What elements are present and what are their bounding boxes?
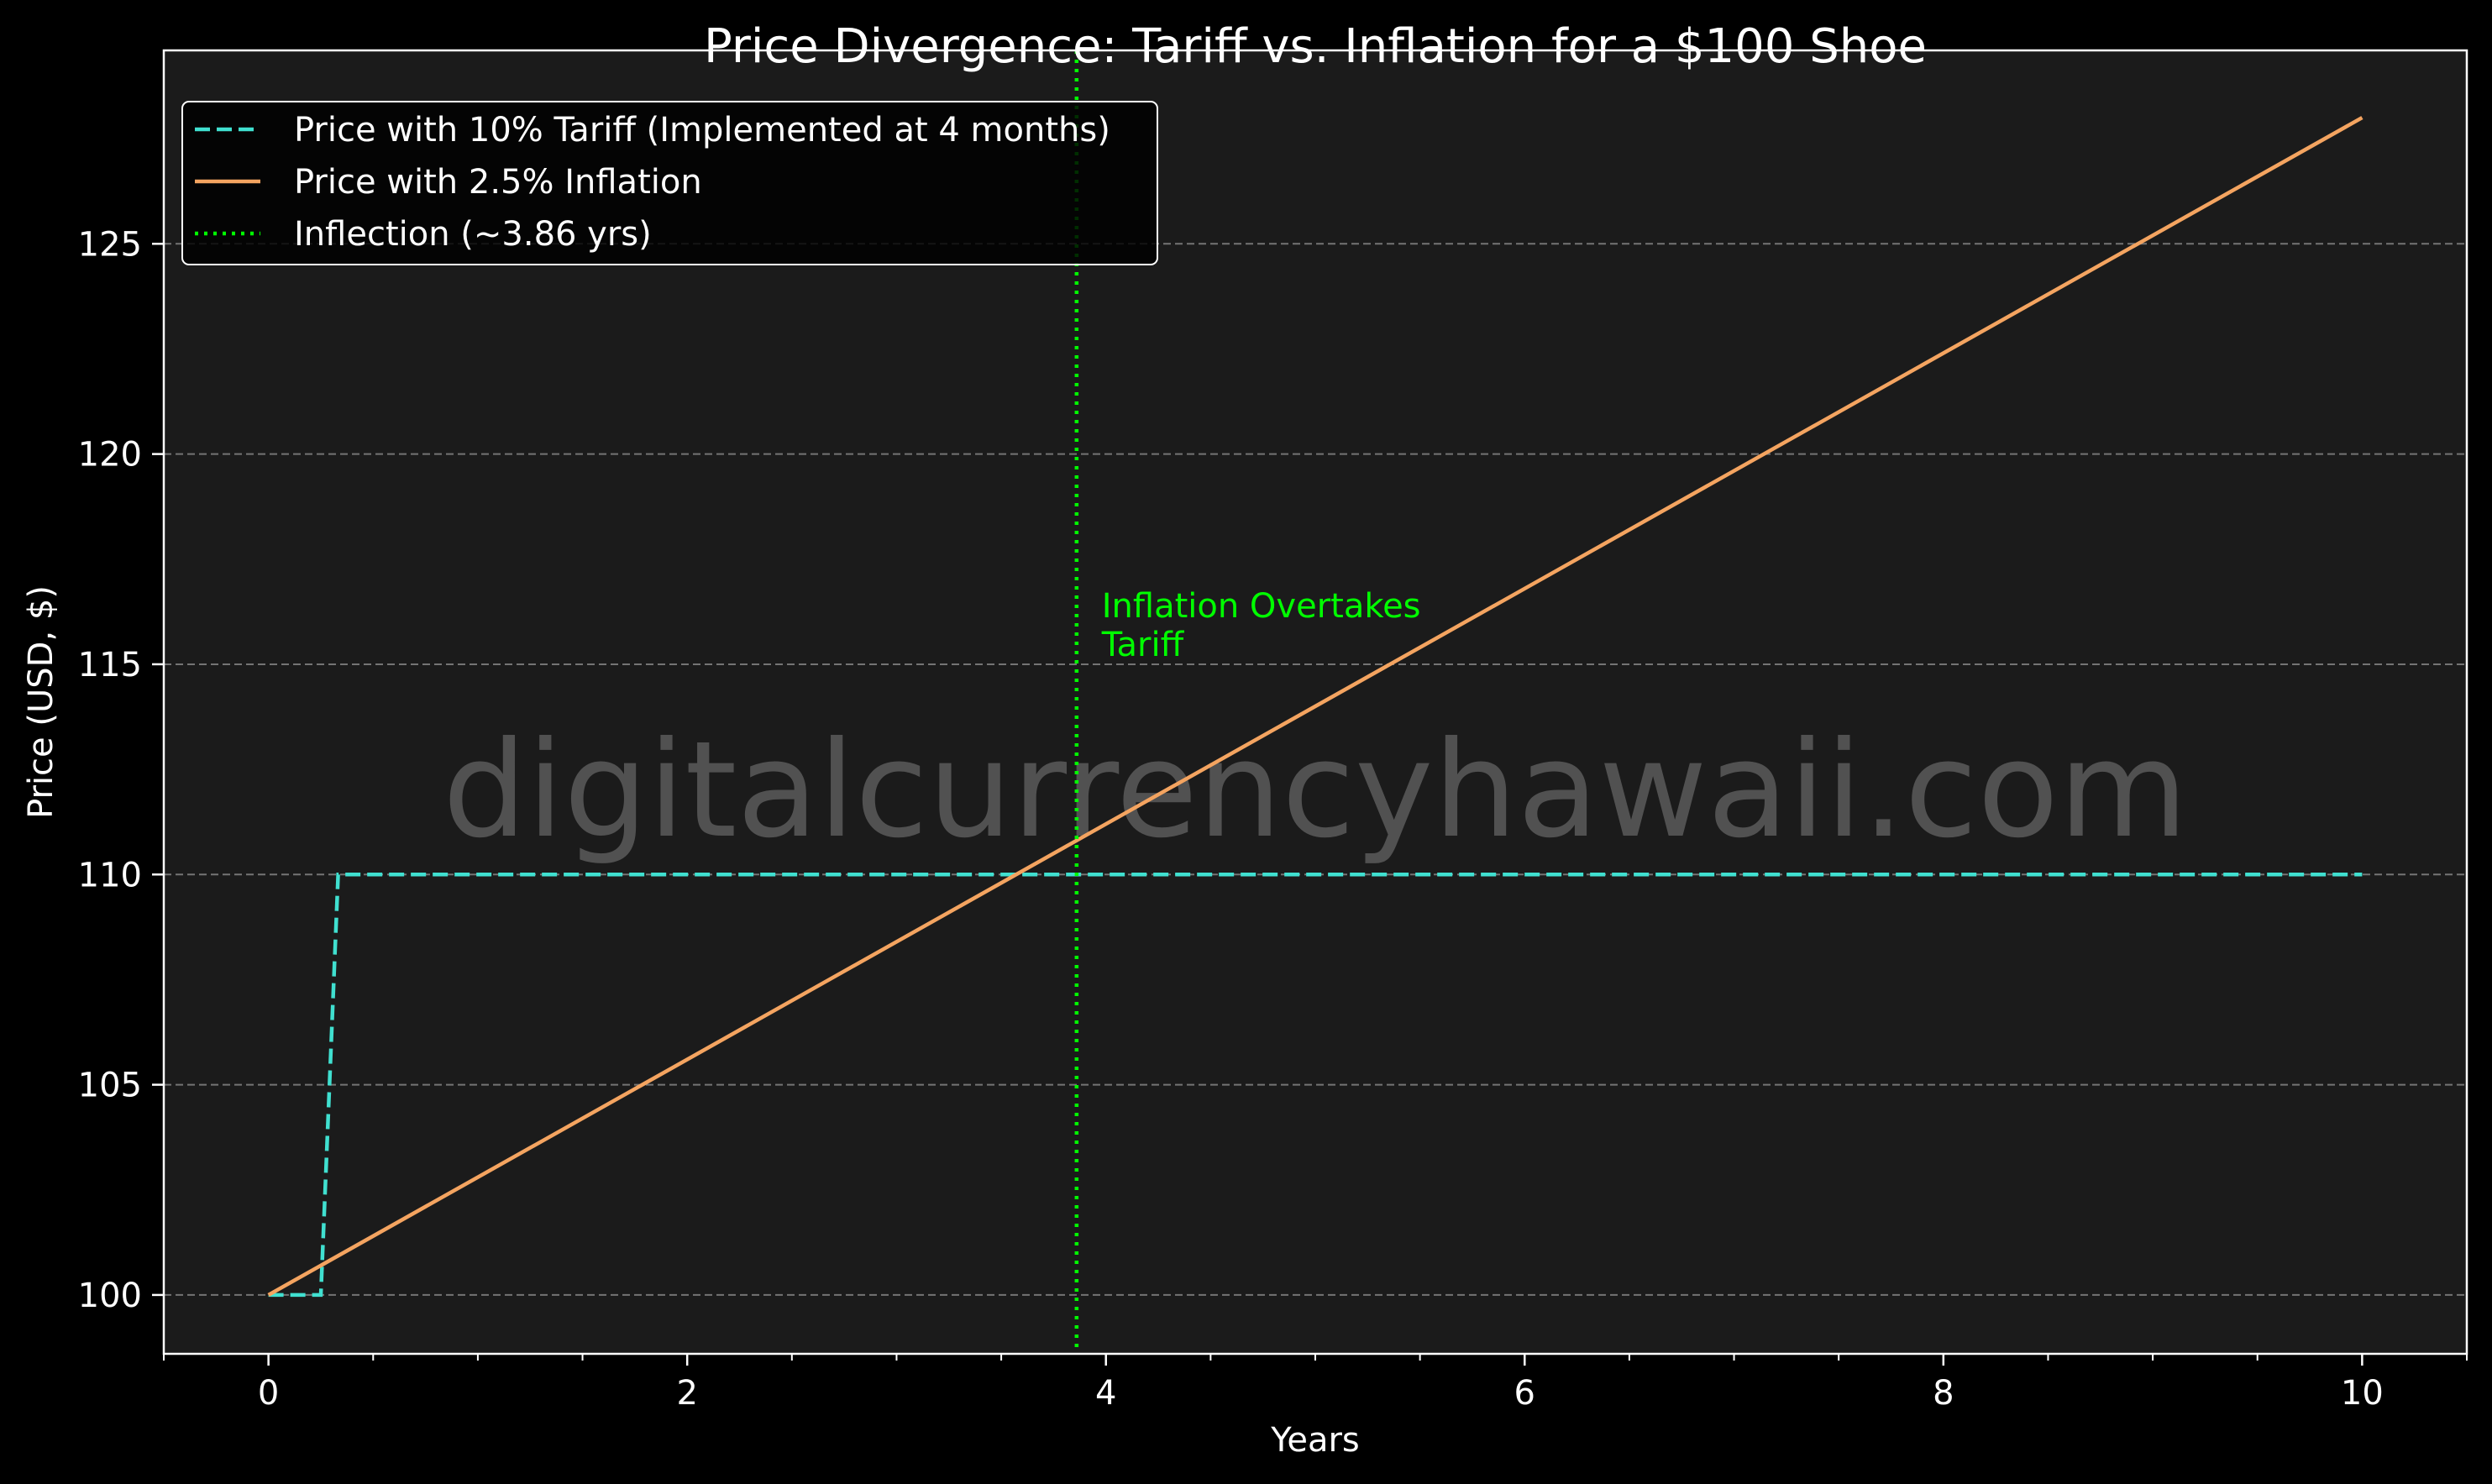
x-tick-label: 10 (2341, 1374, 2384, 1413)
y-tick-label: 110 (78, 856, 142, 894)
chart-title: Price Divergence: Tariff vs. Inflation f… (704, 19, 1927, 74)
legend-label: Inflection (~3.86 yrs) (294, 215, 652, 254)
series-layer (267, 50, 2363, 1354)
y-axis-label: Price (USD, $) (22, 585, 60, 819)
x-axis-label: Years (1270, 1421, 1360, 1460)
ticks: 0 2 4 6 8 10 100 105 110 115 120 125 (78, 225, 2468, 1413)
annotation-line: Inflation Overtakes (1102, 587, 1421, 626)
x-tick-label: 2 (676, 1374, 697, 1413)
legend-box (181, 101, 1158, 265)
x-tick-label: 8 (1933, 1374, 1954, 1413)
annotation-line: Tariff (1101, 626, 1185, 664)
y-tick-label: 125 (78, 225, 142, 264)
x-tick-label: 6 (1514, 1374, 1535, 1413)
watermark: digitalcurrencyhawaii.com (443, 713, 2188, 868)
legend-label: Price with 10% Tariff (Implemented at 4 … (294, 111, 1110, 149)
series-line-1 (267, 116, 2363, 1297)
annotations: Inflation Overtakes Tariff (1101, 587, 1421, 664)
inflection-annotation: Inflation Overtakes Tariff (1101, 587, 1421, 664)
legend-label: Price with 2.5% Inflation (294, 163, 702, 202)
y-tick-label: 120 (78, 436, 142, 475)
legend: Price with 10% Tariff (Implemented at 4 … (181, 101, 1158, 265)
y-tick-label: 100 (78, 1277, 142, 1315)
y-tick-label: 105 (78, 1067, 142, 1105)
y-tick-label: 115 (78, 646, 142, 684)
x-tick-label: 0 (258, 1374, 279, 1413)
x-tick-label: 4 (1095, 1374, 1116, 1413)
series-line-0 (268, 873, 2363, 1298)
